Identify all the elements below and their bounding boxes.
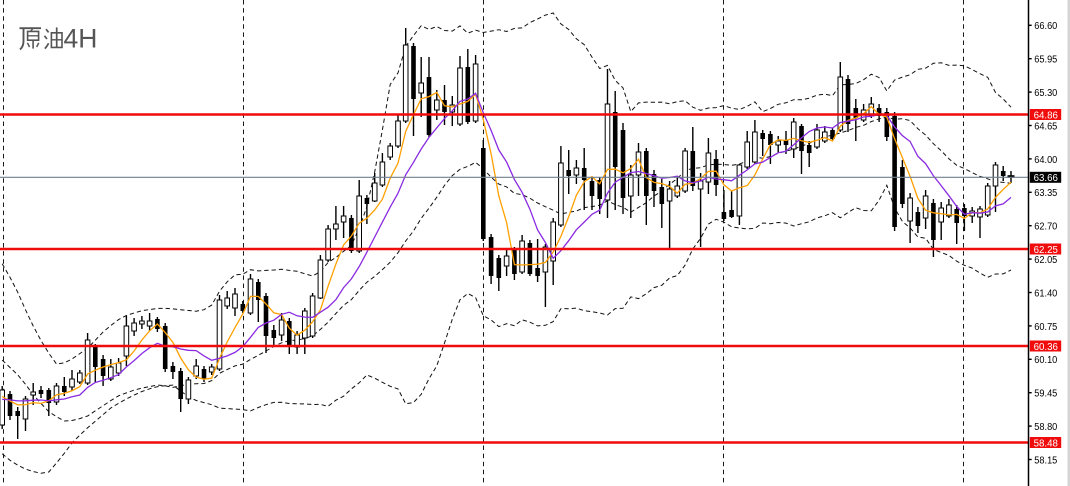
svg-text:60.75: 60.75 (1034, 322, 1057, 333)
svg-text:65.30: 65.30 (1034, 88, 1057, 99)
svg-text:58.48: 58.48 (1034, 438, 1059, 449)
svg-text:62.05: 62.05 (1034, 255, 1057, 266)
svg-text:59.45: 59.45 (1034, 389, 1057, 400)
svg-text:65.95: 65.95 (1034, 55, 1057, 66)
svg-text:63.35: 63.35 (1034, 188, 1057, 199)
svg-text:64.65: 64.65 (1034, 121, 1057, 132)
svg-text:64.00: 64.00 (1034, 155, 1057, 166)
svg-text:58.80: 58.80 (1034, 422, 1057, 433)
svg-text:4H: 4H (64, 24, 98, 54)
svg-text:63.66: 63.66 (1034, 173, 1059, 184)
svg-text:62.25: 62.25 (1034, 245, 1059, 256)
svg-text:61.40: 61.40 (1034, 288, 1057, 299)
svg-text:58.15: 58.15 (1034, 455, 1057, 466)
svg-text:60.10: 60.10 (1034, 355, 1057, 366)
svg-text:60.36: 60.36 (1034, 342, 1059, 353)
svg-text:62.70: 62.70 (1034, 222, 1057, 233)
svg-text:64.86: 64.86 (1034, 110, 1059, 121)
svg-text:66.60: 66.60 (1034, 21, 1057, 32)
